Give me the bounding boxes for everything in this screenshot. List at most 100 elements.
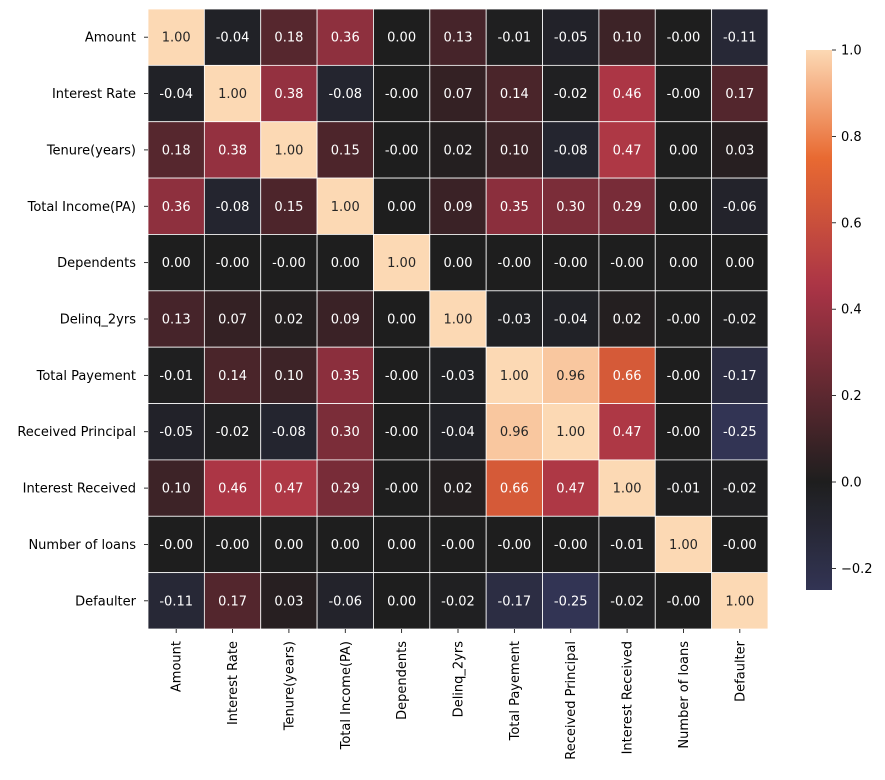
cell-value-label: -0.08	[272, 425, 306, 440]
cell-value-label: 1.00	[274, 143, 303, 158]
colorbar-tick-label: 0.2	[841, 389, 862, 404]
heatmap-cell	[711, 346, 769, 404]
x-tick-label: Tenure(years)	[282, 641, 297, 731]
cell-value-label: -0.01	[159, 369, 193, 384]
cell-value-label: -0.06	[328, 594, 362, 609]
cell-value-label: 0.15	[274, 200, 303, 215]
cell-value-label: 0.36	[331, 31, 360, 46]
cell-value-label: 0.66	[613, 369, 642, 384]
cell-value-label: 0.00	[669, 200, 698, 215]
cell-value-label: -0.00	[667, 594, 701, 609]
heatmap-cell	[316, 290, 374, 348]
cell-value-label: 0.29	[331, 482, 360, 497]
cell-value-label: 0.46	[218, 482, 247, 497]
heatmap-cell	[542, 459, 600, 517]
cell-value-label: 0.02	[444, 143, 473, 158]
heatmap-cell	[429, 515, 487, 574]
cell-value-label: 0.13	[444, 31, 473, 46]
heatmap-cell	[260, 64, 318, 123]
heatmap-cell	[203, 234, 262, 292]
heatmap-cell	[316, 403, 374, 461]
cell-value-label: 0.17	[725, 87, 754, 102]
cell-value-label: 0.47	[613, 425, 642, 440]
x-tick-label: Received Principal	[564, 641, 579, 760]
cell-value-label: -0.02	[610, 594, 644, 609]
cell-value-label: 0.18	[274, 31, 303, 46]
cell-value-label: 0.00	[669, 256, 698, 271]
heatmap-cell	[598, 572, 656, 630]
heatmap-cell	[203, 403, 262, 461]
y-tick-label: Total Payement	[36, 369, 136, 384]
heatmap-cell	[147, 8, 205, 66]
cell-value-label: 0.02	[444, 482, 473, 497]
y-tick-label: Delinq_2yrs	[60, 313, 137, 328]
cell-value-label: -0.00	[667, 31, 701, 46]
heatmap-cell	[654, 8, 713, 66]
cell-value-label: -0.00	[216, 256, 250, 271]
heatmap-cell	[598, 64, 656, 123]
cell-value-label: -0.00	[554, 538, 588, 553]
heatmap-cell	[203, 8, 262, 66]
cell-value-label: -0.00	[159, 538, 193, 553]
heatmap-cell	[429, 459, 487, 517]
cell-value-label: -0.04	[159, 87, 193, 102]
cell-value-label: 0.14	[218, 369, 247, 384]
heatmap-cell	[711, 234, 769, 292]
x-tick-label: Interest Received	[621, 641, 636, 754]
heatmap-cell	[711, 121, 769, 179]
heatmap-cell	[373, 177, 431, 235]
heatmap-cell	[654, 234, 713, 292]
cell-value-label: 0.96	[556, 369, 585, 384]
heatmap-cell	[147, 403, 205, 461]
heatmap-cell	[147, 121, 205, 179]
cell-value-label: 0.00	[444, 256, 473, 271]
cell-value-label: -0.00	[441, 538, 475, 553]
heatmap-cell	[429, 8, 487, 66]
cell-value-label: 0.03	[274, 594, 303, 609]
x-tick-label: Interest Rate	[226, 641, 241, 725]
heatmap-cell	[316, 8, 374, 66]
heatmap-cell	[260, 121, 318, 179]
heatmap-cell	[654, 346, 713, 404]
heatmap-cell	[316, 515, 374, 574]
y-tick-label: Tenure(years)	[46, 143, 136, 158]
x-tick-label: Number of loans	[677, 641, 692, 749]
x-tick-label: Amount	[170, 641, 185, 692]
cell-value-label: 0.30	[556, 200, 585, 215]
cell-value-label: -0.00	[667, 87, 701, 102]
heatmap-cell	[429, 64, 487, 123]
cell-value-label: -0.00	[498, 538, 532, 553]
cell-value-label: 0.36	[162, 200, 191, 215]
cell-value-label: -0.01	[667, 482, 701, 497]
cell-value-label: 0.09	[444, 200, 473, 215]
cell-value-label: 0.03	[725, 143, 754, 158]
heatmap-cell	[260, 459, 318, 517]
heatmap-cell	[147, 290, 205, 348]
cell-value-label: -0.08	[554, 143, 588, 158]
heatmap-cell	[598, 121, 656, 179]
cell-value-label: 0.10	[274, 369, 303, 384]
heatmap-cell	[542, 515, 600, 574]
cell-value-label: -0.00	[723, 538, 757, 553]
cell-value-label: 0.00	[725, 256, 754, 271]
cell-value-label: 0.46	[613, 87, 642, 102]
heatmap-cell	[429, 121, 487, 179]
cell-value-label: -0.00	[385, 143, 419, 158]
heatmap-cell	[316, 346, 374, 404]
cell-value-label: 0.13	[162, 313, 191, 328]
cell-value-label: -0.11	[723, 31, 757, 46]
heatmap-cell	[203, 572, 262, 630]
heatmap-cell	[711, 8, 769, 66]
colorbar-tick-label: 0.0	[841, 476, 862, 491]
cell-value-label: 0.00	[387, 313, 416, 328]
y-tick-label: Interest Rate	[52, 87, 136, 102]
heatmap-cell	[429, 177, 487, 235]
cell-value-label: -0.25	[554, 594, 588, 609]
heatmap-cell	[485, 403, 543, 461]
x-tick-label: Total Payement	[508, 641, 523, 741]
cell-value-label: -0.00	[554, 256, 588, 271]
heatmap-cell	[598, 234, 656, 292]
heatmap-cell	[542, 403, 600, 461]
heatmap-cell	[598, 177, 656, 235]
cell-value-label: 0.00	[331, 256, 360, 271]
